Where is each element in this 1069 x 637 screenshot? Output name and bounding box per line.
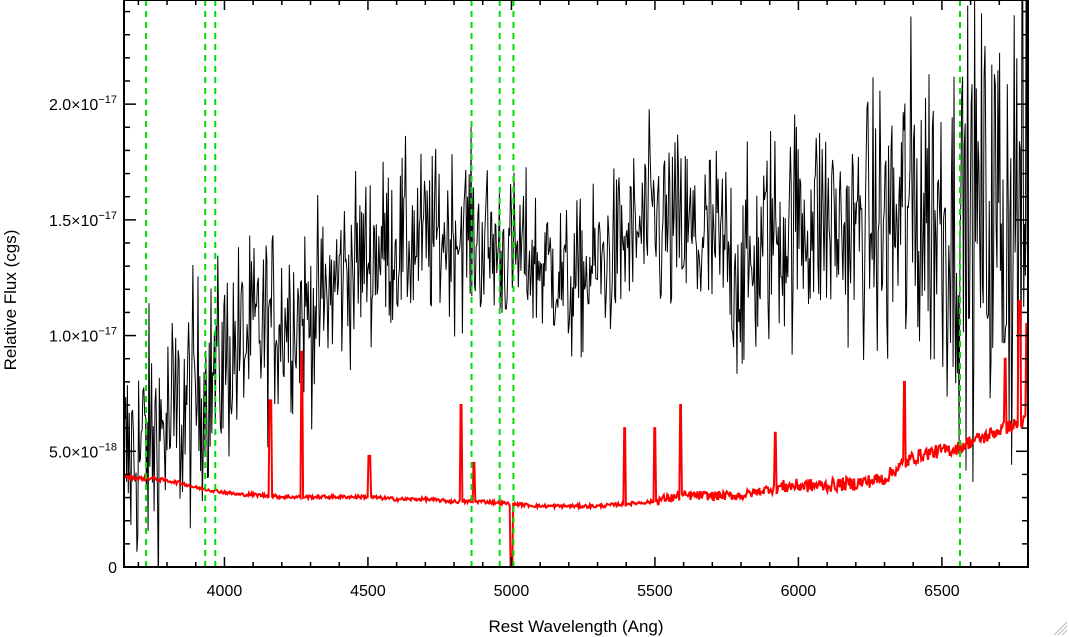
x-axis: 4000 4500 5000 5500 6000 6500 <box>137 0 1029 600</box>
plot-area <box>124 0 1028 567</box>
plot-frame <box>123 0 1029 568</box>
x-tick-label: 5000 <box>494 583 530 600</box>
x-tick-label: 5500 <box>637 583 673 600</box>
x-tick-label: 6000 <box>781 583 817 600</box>
y-axis-title: Relative Flux (cgs) <box>1 230 20 371</box>
resize-grip-icon[interactable] <box>1053 621 1068 636</box>
y-tick-label: 5.0×10−18 <box>49 441 117 461</box>
y-tick-label: 1.0×10−17 <box>49 326 117 346</box>
x-tick-label: 4500 <box>350 583 386 600</box>
y-tick-label: 0 <box>108 560 117 577</box>
x-axis-title: Rest Wavelength (Ang) <box>488 617 663 636</box>
series-observed-spectrum <box>124 0 1028 567</box>
y-axis: 0 5.0×10−18 1.0×10−17 1.5×10−17 2.0×10−17 <box>49 10 1028 577</box>
y-tick-label: 2.0×10−17 <box>49 94 117 114</box>
x-tick-label: 6500 <box>924 583 960 600</box>
plot-content <box>124 0 1028 567</box>
y-tick-label: 1.5×10−17 <box>49 210 117 230</box>
x-tick-label: 4000 <box>207 583 243 600</box>
series-error-spectrum <box>124 299 1028 567</box>
